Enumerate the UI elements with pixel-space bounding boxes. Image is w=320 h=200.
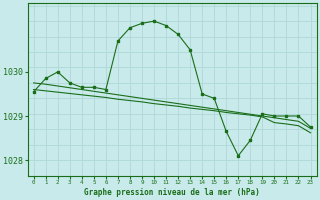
X-axis label: Graphe pression niveau de la mer (hPa): Graphe pression niveau de la mer (hPa) — [84, 188, 260, 197]
